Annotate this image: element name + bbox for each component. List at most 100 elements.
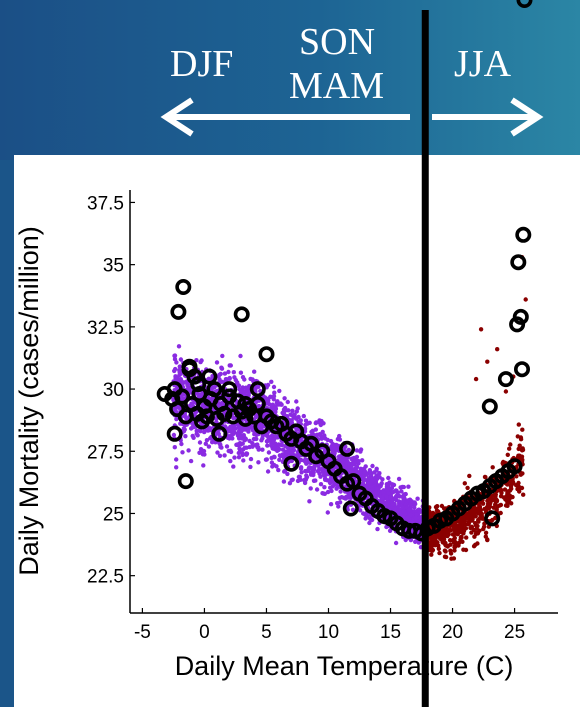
mean-circle xyxy=(201,368,218,385)
scatter-point-cold xyxy=(198,447,204,452)
scatter-point-warm xyxy=(443,543,448,548)
scatter-point-cold xyxy=(214,360,220,365)
scatter-point-cold xyxy=(331,444,337,450)
scatter-point-cold xyxy=(217,453,223,458)
scatter-point-cold xyxy=(248,464,253,470)
scatter-point-cold xyxy=(233,426,238,431)
scatter-point-cold xyxy=(399,489,404,494)
scatter-point-cold xyxy=(180,450,185,455)
mean-circle xyxy=(211,425,228,442)
scatter-point-cold xyxy=(338,489,343,494)
scatter-point-cold xyxy=(378,483,383,489)
scatter-point-cold xyxy=(266,450,272,455)
scatter-point-cold xyxy=(256,460,261,465)
scatter-point-cold xyxy=(244,445,249,450)
scatter-point-cold xyxy=(294,453,299,458)
scatter-point-cold xyxy=(238,353,243,359)
scatter-point-cold xyxy=(174,465,179,470)
scatter-point-cold xyxy=(290,477,295,482)
scatter-point-cold xyxy=(269,460,275,465)
x-tick-label: 5 xyxy=(261,622,272,643)
scatter-point-cold xyxy=(270,440,275,446)
scatter-point-cold xyxy=(400,504,405,510)
season-label-mam: MAM xyxy=(289,65,385,107)
y-tick-label: 22.5 xyxy=(87,567,124,588)
scatter-point-cold xyxy=(360,481,366,486)
scatter-point-cold xyxy=(384,494,389,499)
scatter-point-cold xyxy=(368,472,374,477)
scatter-point-warm xyxy=(516,480,521,486)
scatter-point-cold xyxy=(222,453,227,458)
scatter-point-warm xyxy=(505,503,510,508)
scatter-point-cold xyxy=(412,505,417,510)
scatter-point-cold xyxy=(303,468,308,474)
scatter-point-cold xyxy=(290,408,295,413)
scatter-point-warm xyxy=(493,499,499,505)
scatter-point-warm xyxy=(436,546,441,551)
scatter-point-cold xyxy=(236,450,241,456)
scatter-point-cold xyxy=(228,425,233,431)
scatter-point-cold xyxy=(381,490,386,495)
mean-circle xyxy=(175,278,192,295)
scatter-point-cold xyxy=(299,470,304,475)
scatter-point-warm xyxy=(481,526,486,532)
scatter-point-cold xyxy=(280,447,286,452)
scatter-point-cold xyxy=(354,448,360,453)
scatter-point-cold xyxy=(265,398,271,403)
scatter-point-warm xyxy=(452,548,457,553)
scatter-point-warm xyxy=(442,554,448,559)
mean-circle xyxy=(206,381,223,398)
scatter-point-cold xyxy=(365,514,370,519)
scatter-point-cold xyxy=(255,442,260,447)
scatter-point-warm xyxy=(456,540,462,546)
scatter-point-cold xyxy=(367,520,372,526)
scatter-point-cold xyxy=(179,441,184,447)
scatter-point-warm xyxy=(458,522,463,528)
scatter-point-cold xyxy=(198,429,203,434)
scatter-point-cold xyxy=(273,409,278,415)
x-tick-label: 15 xyxy=(380,622,401,643)
scatter-point-cold xyxy=(250,441,255,446)
scatter-point-cold xyxy=(369,478,375,483)
scatter-point-cold xyxy=(284,414,290,419)
scatter-point-cold xyxy=(295,406,300,411)
scatter-point-cold xyxy=(311,470,316,475)
scatter-point-warm xyxy=(498,510,503,516)
scatter-point-cold xyxy=(270,402,275,407)
scatter-point-cold xyxy=(235,431,240,436)
scatter-point-cold xyxy=(279,442,284,447)
scatter-point-cold xyxy=(287,481,293,486)
scatter-point-cold xyxy=(250,377,255,382)
scatter-point-warm xyxy=(460,526,465,531)
scatter-point-cold xyxy=(219,445,224,450)
scatter-point-warm xyxy=(493,494,498,499)
scatter-point-cold xyxy=(374,468,379,473)
scatter-point-cold xyxy=(193,410,198,416)
scatter-point-cold xyxy=(318,482,324,487)
scatter-point-cold xyxy=(240,452,245,458)
scatter-point-warm xyxy=(494,507,499,512)
scatter-point-cold xyxy=(413,501,418,507)
mean-circle xyxy=(166,425,183,442)
scatter-point-cold xyxy=(325,510,330,515)
scatter-point-cold xyxy=(368,485,373,490)
mean-circle xyxy=(512,308,529,325)
scatter-point-warm xyxy=(519,448,525,453)
scatter-point-warm xyxy=(470,516,475,522)
scatter-point-warm xyxy=(429,552,434,557)
y-tick-label: 30 xyxy=(103,380,124,401)
left-accent-bar xyxy=(0,160,14,707)
scatter-point-warm xyxy=(485,537,490,542)
scatter-point-cold xyxy=(282,396,287,401)
mean-circle xyxy=(516,0,533,8)
scatter-point-cold xyxy=(172,445,177,450)
mean-circle xyxy=(510,254,527,271)
scatter-point-cold xyxy=(308,486,313,491)
mean-circle xyxy=(237,395,254,412)
scatter-point-warm xyxy=(518,437,524,442)
x-tick-label: 0 xyxy=(199,622,210,643)
right-arrow xyxy=(432,97,544,137)
scatter-point-cold xyxy=(197,440,203,445)
scatter-point-warm xyxy=(452,543,458,549)
scatter-point-cold xyxy=(260,447,265,452)
